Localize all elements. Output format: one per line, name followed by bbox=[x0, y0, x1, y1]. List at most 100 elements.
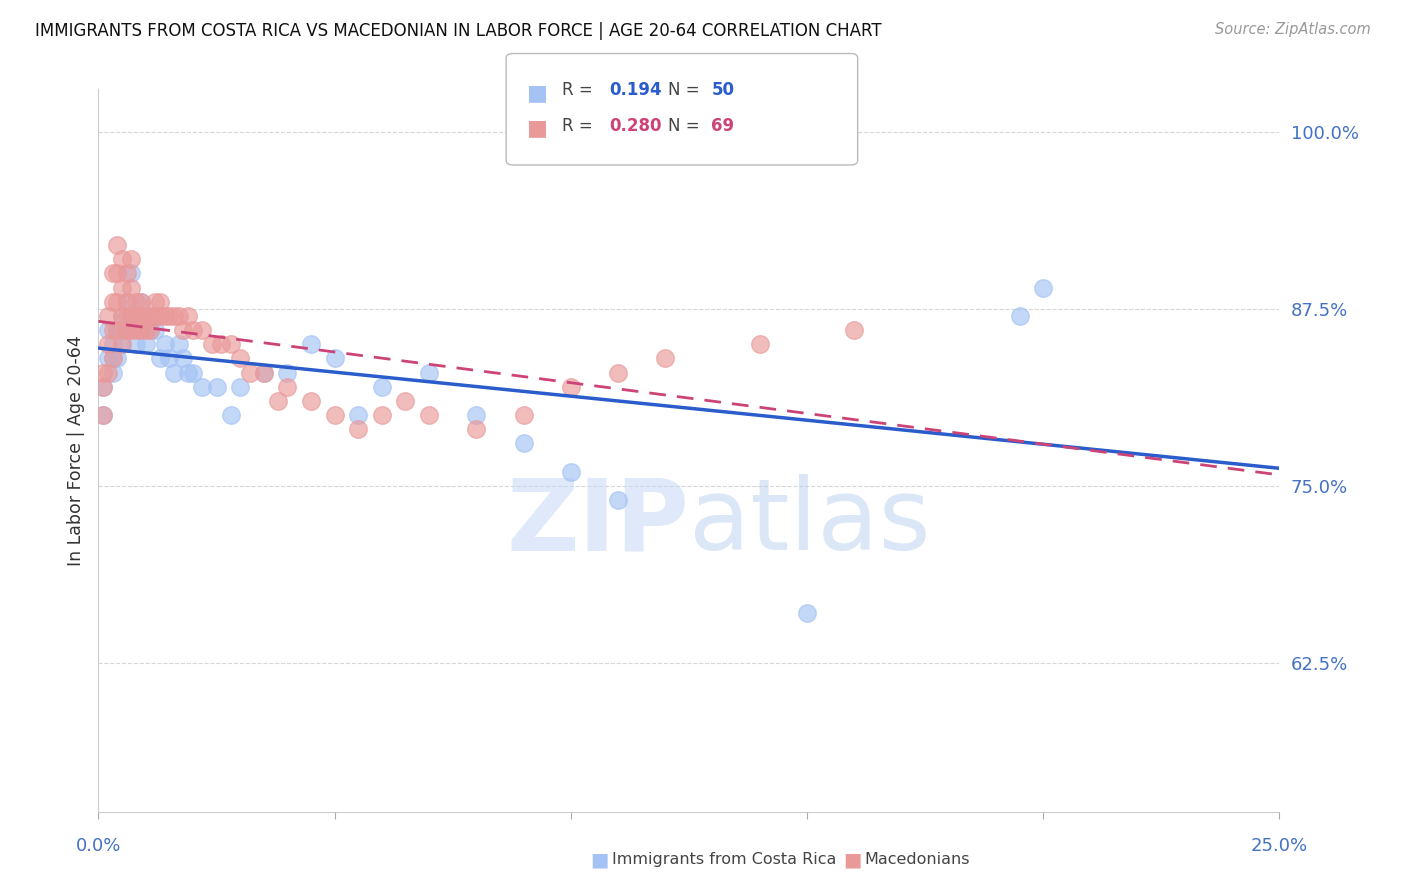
Point bbox=[149, 294, 172, 309]
Point bbox=[101, 323, 124, 337]
Point bbox=[101, 294, 124, 309]
Point bbox=[167, 337, 190, 351]
Point bbox=[167, 309, 190, 323]
Point bbox=[219, 337, 242, 351]
Point bbox=[229, 380, 252, 394]
Text: 25.0%: 25.0% bbox=[1251, 838, 1308, 855]
Point bbox=[371, 408, 394, 422]
Point bbox=[844, 323, 866, 337]
Point bbox=[191, 323, 214, 337]
Point bbox=[125, 337, 148, 351]
Point bbox=[654, 351, 676, 366]
Point bbox=[101, 266, 124, 280]
Point bbox=[129, 309, 152, 323]
Text: 0.0%: 0.0% bbox=[76, 838, 121, 855]
Point bbox=[172, 323, 194, 337]
Text: ■: ■ bbox=[527, 119, 548, 138]
Point bbox=[143, 309, 166, 323]
Point bbox=[105, 238, 128, 252]
Point bbox=[121, 309, 143, 323]
Point bbox=[111, 323, 134, 337]
Point bbox=[177, 366, 200, 380]
Point bbox=[267, 393, 290, 408]
Point bbox=[239, 366, 262, 380]
Point bbox=[91, 366, 114, 380]
Point bbox=[253, 366, 276, 380]
Point bbox=[347, 422, 370, 436]
Point bbox=[418, 366, 440, 380]
Text: ■: ■ bbox=[844, 851, 862, 870]
Point bbox=[394, 393, 416, 408]
Point bbox=[153, 337, 176, 351]
Point bbox=[91, 380, 114, 394]
Point bbox=[560, 380, 582, 394]
Point bbox=[97, 351, 120, 366]
Point bbox=[135, 337, 157, 351]
Point bbox=[172, 351, 194, 366]
Point bbox=[111, 309, 134, 323]
Point bbox=[276, 380, 298, 394]
Text: N =: N = bbox=[668, 117, 704, 135]
Point bbox=[205, 380, 228, 394]
Point bbox=[181, 323, 204, 337]
Point bbox=[323, 351, 346, 366]
Text: atlas: atlas bbox=[689, 475, 931, 571]
Point bbox=[115, 266, 138, 280]
Point bbox=[115, 294, 138, 309]
Point bbox=[129, 294, 152, 309]
Point bbox=[143, 294, 166, 309]
Point bbox=[512, 408, 534, 422]
Point bbox=[111, 337, 134, 351]
Point bbox=[129, 323, 152, 337]
Point bbox=[191, 380, 214, 394]
Point bbox=[111, 309, 134, 323]
Point bbox=[135, 323, 157, 337]
Point bbox=[121, 309, 143, 323]
Point bbox=[560, 465, 582, 479]
Text: Source: ZipAtlas.com: Source: ZipAtlas.com bbox=[1215, 22, 1371, 37]
Point bbox=[139, 309, 162, 323]
Point bbox=[143, 323, 166, 337]
Point bbox=[796, 607, 818, 621]
Y-axis label: In Labor Force | Age 20-64: In Labor Force | Age 20-64 bbox=[66, 335, 84, 566]
Point bbox=[125, 323, 148, 337]
Point bbox=[135, 309, 157, 323]
Point bbox=[181, 366, 204, 380]
Point bbox=[465, 408, 488, 422]
Text: ■: ■ bbox=[591, 851, 609, 870]
Point bbox=[115, 323, 138, 337]
Point bbox=[97, 337, 120, 351]
Point bbox=[121, 280, 143, 294]
Point bbox=[125, 309, 148, 323]
Point bbox=[253, 366, 276, 380]
Point bbox=[299, 393, 322, 408]
Point bbox=[163, 309, 186, 323]
Point bbox=[163, 366, 186, 380]
Text: IMMIGRANTS FROM COSTA RICA VS MACEDONIAN IN LABOR FORCE | AGE 20-64 CORRELATION : IMMIGRANTS FROM COSTA RICA VS MACEDONIAN… bbox=[35, 22, 882, 40]
Point bbox=[177, 309, 200, 323]
Text: 0.194: 0.194 bbox=[609, 81, 661, 99]
Point bbox=[149, 309, 172, 323]
Point bbox=[91, 380, 114, 394]
Point bbox=[1008, 309, 1031, 323]
Point bbox=[219, 408, 242, 422]
Point bbox=[105, 351, 128, 366]
Point bbox=[97, 366, 120, 380]
Point bbox=[607, 366, 630, 380]
Point bbox=[139, 323, 162, 337]
Point bbox=[115, 309, 138, 323]
Point bbox=[91, 408, 114, 422]
Text: ZIP: ZIP bbox=[506, 475, 689, 571]
Point bbox=[139, 323, 162, 337]
Point bbox=[111, 280, 134, 294]
Point bbox=[157, 309, 180, 323]
Point bbox=[97, 309, 120, 323]
Point bbox=[371, 380, 394, 394]
Point bbox=[105, 266, 128, 280]
Text: ■: ■ bbox=[527, 83, 548, 103]
Point bbox=[115, 323, 138, 337]
Text: 69: 69 bbox=[711, 117, 734, 135]
Text: Macedonians: Macedonians bbox=[865, 852, 970, 867]
Text: R =: R = bbox=[562, 81, 599, 99]
Point bbox=[105, 294, 128, 309]
